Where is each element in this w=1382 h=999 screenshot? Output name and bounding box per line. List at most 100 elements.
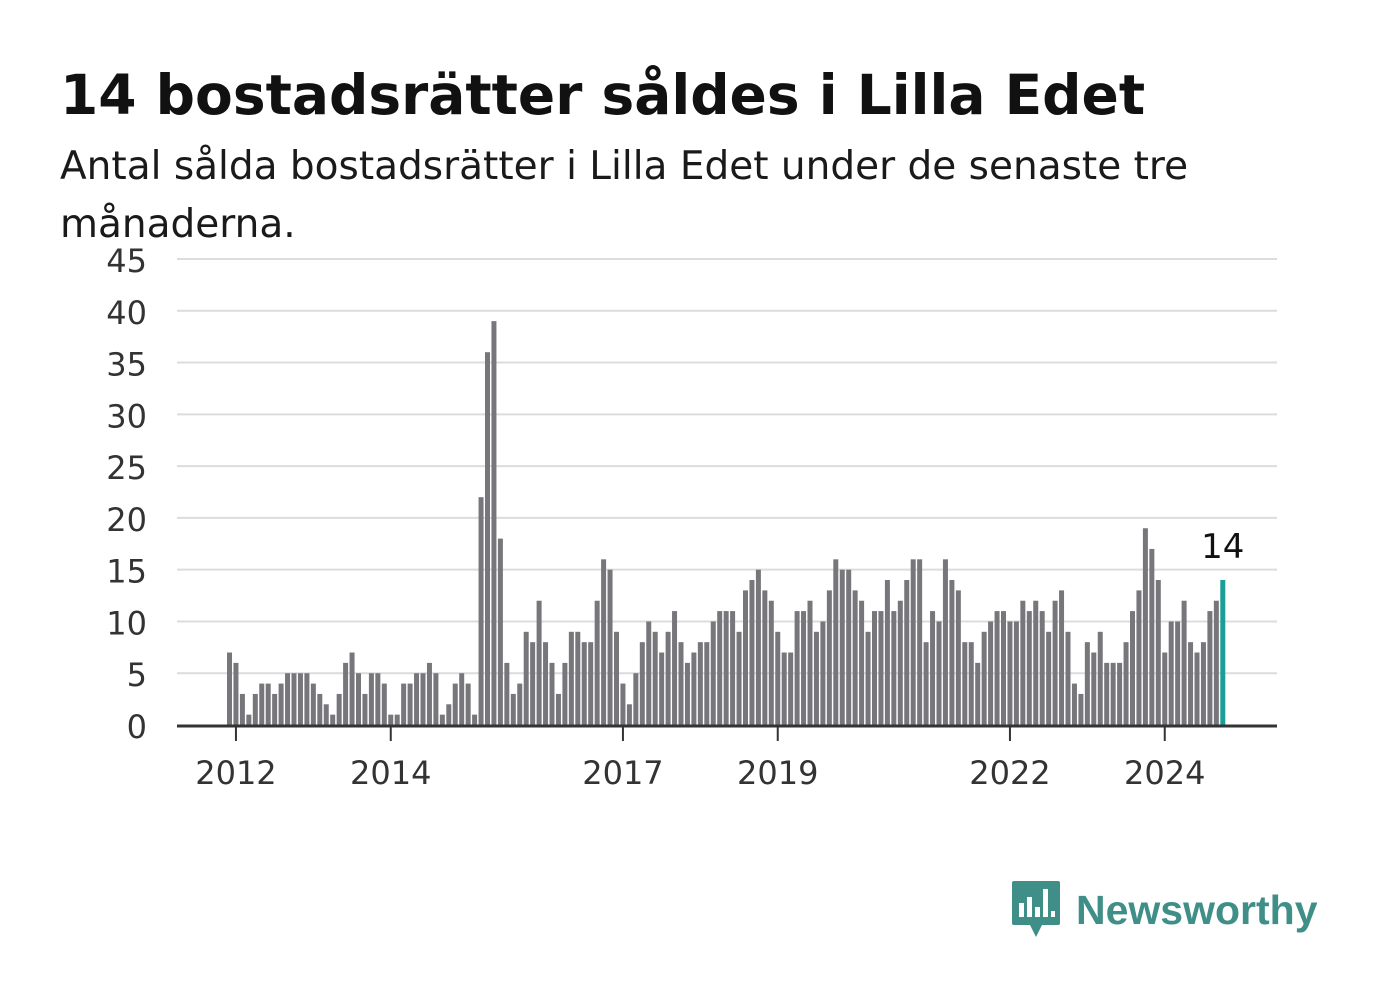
bar: [813, 631, 819, 725]
bar: [588, 642, 594, 725]
bar: [497, 538, 503, 725]
bar: [633, 673, 639, 725]
y-tick-label: 30: [106, 397, 147, 435]
highlight-bar: [1220, 580, 1226, 725]
y-tick-label: 25: [106, 449, 147, 487]
bar: [594, 600, 600, 725]
bar: [1207, 611, 1213, 725]
bar: [691, 652, 697, 725]
bar: [562, 662, 568, 725]
bar: [433, 673, 439, 725]
bar: [459, 673, 465, 725]
bar: [1194, 652, 1200, 725]
bar: [472, 714, 478, 725]
bar: [672, 611, 678, 725]
bar: [930, 611, 936, 725]
bar: [478, 497, 484, 725]
bar: [1136, 590, 1142, 725]
bar: [639, 642, 645, 725]
bar: [1117, 662, 1123, 725]
bar: [291, 673, 297, 725]
brand-name: Newsworthy: [1076, 886, 1318, 933]
bar: [730, 611, 736, 725]
bar: [839, 569, 845, 725]
bar: [826, 590, 832, 725]
bar: [652, 631, 658, 725]
bar: [285, 673, 291, 725]
bar: [910, 559, 916, 725]
bar: [446, 704, 452, 725]
bar: [794, 611, 800, 725]
bar: [820, 621, 826, 725]
bar: [1142, 528, 1148, 725]
bar: [1013, 621, 1019, 725]
bar: [923, 642, 929, 725]
bar: [988, 621, 994, 725]
bar: [852, 590, 858, 725]
bar: [981, 631, 987, 725]
bar: [343, 662, 349, 725]
bar: [659, 652, 665, 725]
bar: [233, 662, 239, 725]
bar: [401, 683, 407, 725]
bar: [775, 631, 781, 725]
bar: [1168, 621, 1174, 725]
bar: [517, 683, 523, 725]
x-tick-label: 2012: [195, 754, 276, 792]
bar: [1155, 580, 1161, 725]
bar: [1052, 600, 1058, 725]
bar: [626, 704, 632, 725]
x-tick-label: 2019: [737, 754, 818, 792]
bar: [1007, 621, 1013, 725]
bar: [684, 662, 690, 725]
bar: [1078, 693, 1084, 725]
bar: [388, 714, 394, 725]
bar: [575, 631, 581, 725]
newsworthy-chart-bubble-icon: [1012, 881, 1060, 937]
bar: [865, 631, 871, 725]
bar: [297, 673, 303, 725]
bar: [607, 569, 613, 725]
bar: [949, 580, 955, 725]
bar: [768, 600, 774, 725]
bar: [1071, 683, 1077, 725]
x-tick-label: 2014: [350, 754, 431, 792]
bar: [833, 559, 839, 725]
bar: [491, 321, 497, 725]
bar: [485, 352, 490, 725]
bar: [755, 569, 761, 725]
bar: [1001, 611, 1006, 725]
bar: [304, 673, 310, 725]
bar: [1039, 611, 1045, 725]
bar: [555, 693, 561, 725]
bar: [872, 611, 877, 725]
y-tick-label: 15: [106, 553, 147, 591]
bar: [420, 673, 426, 725]
bar: [1046, 631, 1052, 725]
bar: [1188, 642, 1194, 725]
newsworthy-logo: Newsworthy: [1010, 878, 1318, 942]
bar: [323, 704, 329, 725]
bar: [536, 600, 542, 725]
bar: [1026, 611, 1032, 725]
bar: [1149, 548, 1155, 725]
bar: [762, 590, 768, 725]
bar: [549, 662, 555, 725]
bar: [781, 652, 787, 725]
x-tick-label: 2017: [582, 754, 663, 792]
bar: [891, 611, 897, 725]
y-tick-label: 35: [106, 346, 147, 384]
bar: [975, 662, 981, 725]
bar: [465, 683, 471, 725]
chart-subtitle: Antal sålda bostadsrätter i Lilla Edet u…: [60, 144, 1189, 247]
highlight-value-label: 14: [1201, 527, 1244, 567]
bar: [878, 611, 884, 725]
bar: [330, 714, 336, 725]
bar: [846, 569, 852, 725]
bar: [246, 714, 252, 725]
bar: [1175, 621, 1181, 725]
bar: [917, 559, 923, 725]
bar: [407, 683, 413, 725]
bar: [368, 673, 374, 725]
